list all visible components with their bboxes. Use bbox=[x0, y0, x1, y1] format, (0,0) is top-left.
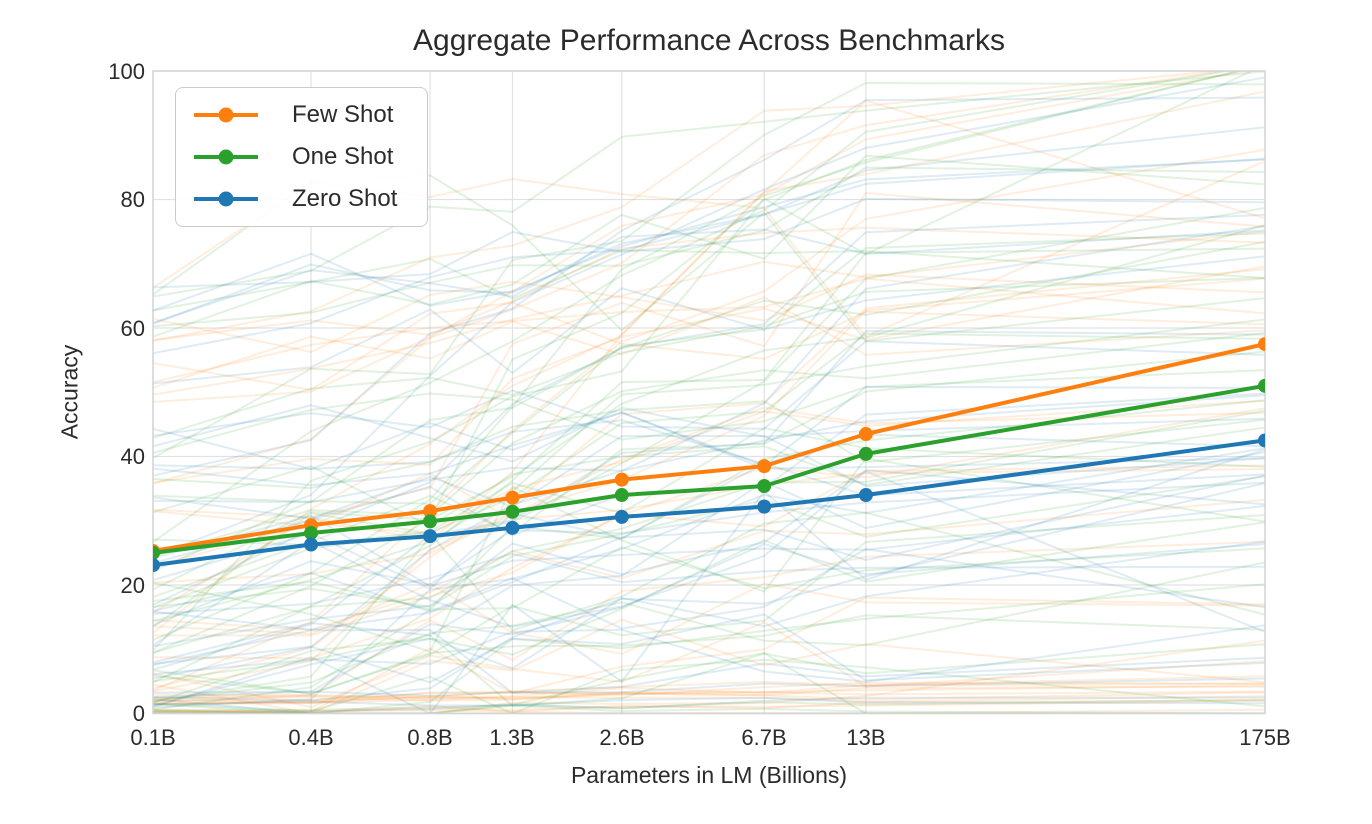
legend-item-zero-shot: Zero Shot bbox=[188, 178, 415, 220]
y-tick-60: 60 bbox=[120, 315, 145, 341]
x-tick-2.6B: 2.6B bbox=[599, 725, 645, 750]
y-axis-label: Accuracy bbox=[56, 344, 83, 440]
x-tick-6.7B: 6.7B bbox=[741, 725, 787, 750]
zero-shot-line-marker-icon bbox=[194, 191, 258, 207]
y-tick-100: 100 bbox=[108, 58, 145, 84]
legend-item-one-shot: One Shot bbox=[188, 136, 415, 178]
chart-title: Aggregate Performance Across Benchmarks bbox=[413, 24, 1005, 57]
x-tick-0.4B: 0.4B bbox=[288, 725, 334, 750]
one-shot-line-marker-icon bbox=[194, 149, 258, 165]
legend: Few Shot One Shot Zero Shot bbox=[175, 87, 428, 227]
x-tick-175B: 175B bbox=[1239, 725, 1291, 750]
y-tick-40: 40 bbox=[120, 444, 145, 469]
x-tick-13B: 13B bbox=[846, 725, 886, 750]
x-tick-1.3B: 1.3B bbox=[489, 725, 535, 750]
x-tick-0.8B: 0.8B bbox=[407, 725, 453, 750]
x-tick-0.1B: 0.1B bbox=[130, 725, 176, 750]
y-tick-0: 0 bbox=[132, 701, 145, 726]
x-axis-label: Parameters in LM (Billions) bbox=[570, 762, 848, 788]
legend-label-zero-shot: Zero Shot bbox=[292, 185, 398, 212]
legend-label-few-shot: Few Shot bbox=[292, 101, 394, 128]
y-tick-20: 20 bbox=[120, 572, 145, 598]
legend-item-few-shot: Few Shot bbox=[188, 94, 415, 136]
legend-label-one-shot: One Shot bbox=[292, 143, 394, 170]
few-shot-line-marker-icon bbox=[194, 107, 258, 123]
y-tick-80: 80 bbox=[120, 187, 145, 212]
